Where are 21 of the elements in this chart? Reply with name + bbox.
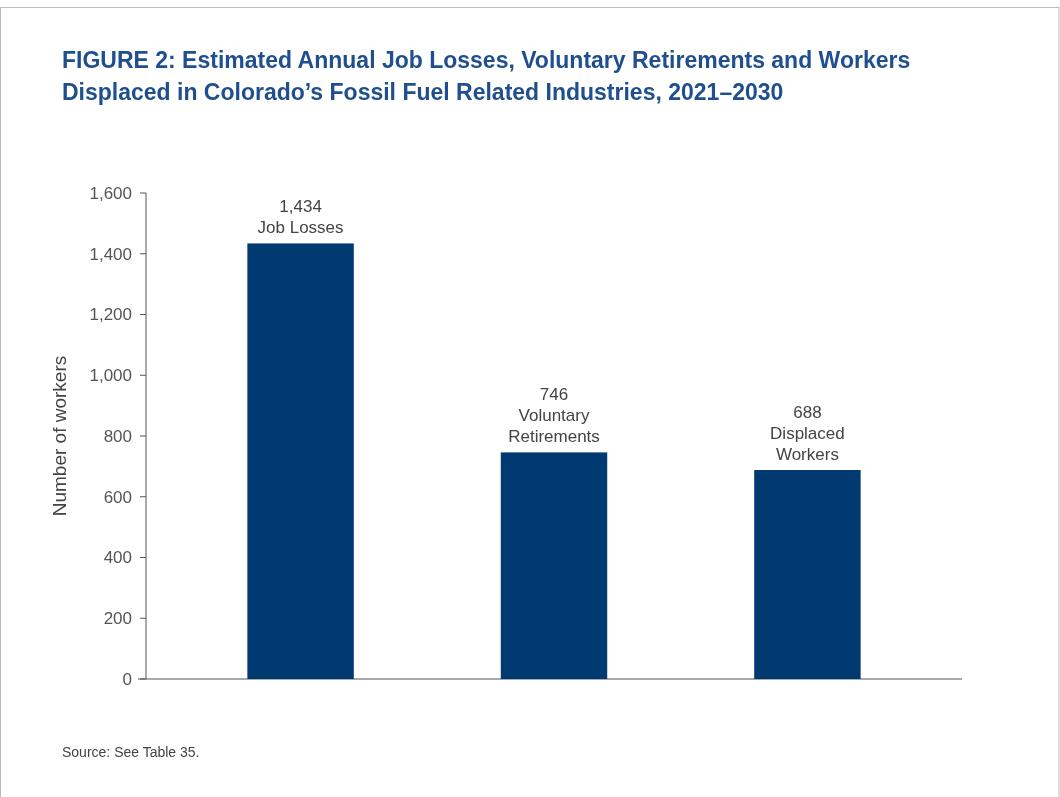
y-tick-label: 800 bbox=[103, 426, 132, 446]
y-tick-label: 1,400 bbox=[89, 244, 132, 264]
y-tick-label: 400 bbox=[103, 548, 132, 568]
x-tick-label: Job Losses bbox=[257, 218, 344, 238]
bar bbox=[500, 452, 608, 679]
bar bbox=[754, 470, 861, 679]
chart-title: FIGURE 2: Estimated Annual Job Losses, Voluntary Retirements and Workers Displaced in Colorado’s Fossil Fuel Related Industries, 2021–2030 bbox=[62, 47, 911, 105]
x-tick-label: Displaced Workers bbox=[770, 424, 845, 465]
y-tick-label: 1,200 bbox=[89, 305, 132, 325]
data-label: 746 bbox=[539, 385, 569, 405]
y-tick-label: 1,000 bbox=[89, 366, 132, 386]
data-label: 1,434 bbox=[279, 197, 322, 217]
data-label: 688 bbox=[793, 403, 822, 423]
bar bbox=[247, 243, 354, 679]
y-tick-label: 1,600 bbox=[89, 183, 132, 203]
x-tick-label: Voluntary Retirements bbox=[508, 406, 600, 447]
y-tick-label: 600 bbox=[103, 487, 132, 507]
y-tick-label: 0 bbox=[122, 669, 132, 689]
source-note: Source: See Table 35. bbox=[62, 744, 200, 760]
y-axis-title: Number of workers bbox=[49, 355, 70, 517]
y-tick-label: 200 bbox=[103, 609, 132, 629]
